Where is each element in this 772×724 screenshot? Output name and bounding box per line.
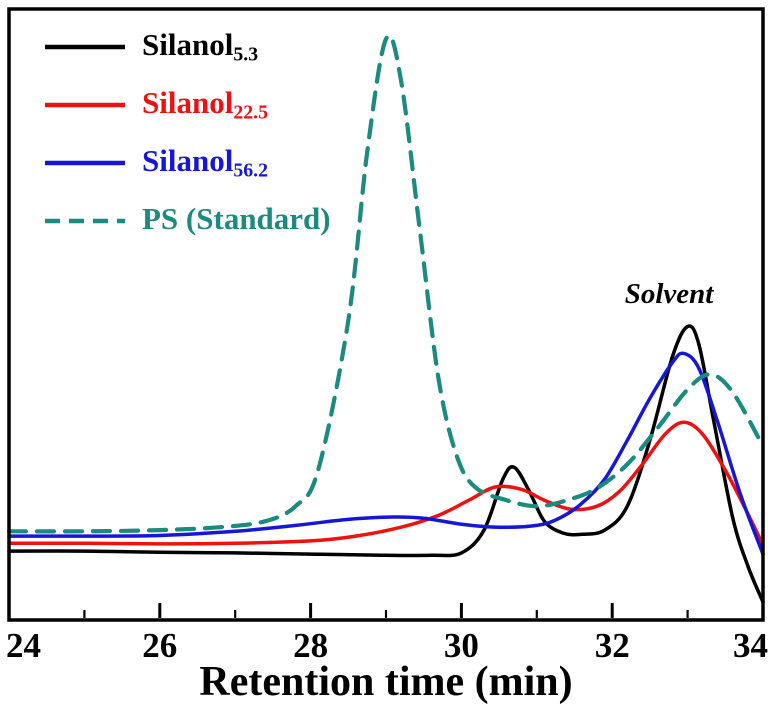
x-tick-label: 34 (733, 626, 768, 665)
series-ps-standard- (6, 33, 766, 534)
x-tick-label: 24 (6, 626, 41, 665)
x-axis-title: Retention time (min) (199, 659, 573, 705)
series-silanol-5.3 (7, 324, 765, 604)
legend-label-subscript: 22.5 (233, 101, 269, 124)
legend-label: Silanol5.3 (142, 26, 259, 66)
legend-line-swatch (45, 102, 125, 108)
x-tick-label: 26 (142, 626, 177, 665)
legend-label-subscript: 5.3 (233, 43, 259, 66)
legend-label-subscript: 56.2 (233, 159, 269, 182)
x-tick-label: 32 (595, 626, 630, 665)
legend-label: Silanol56.2 (142, 142, 269, 182)
series-silanol-56.2 (7, 351, 765, 556)
legend: Silanol5.3 Silanol22.5 Silanol56.2 PS (S… (44, 18, 331, 250)
series-silanol-22.5 (7, 420, 765, 547)
legend-label: PS (Standard) (142, 200, 331, 236)
legend-item-silanol-5.3: Silanol5.3 (44, 18, 331, 76)
legend-item-silanol-56.2: Silanol56.2 (44, 134, 331, 192)
legend-label: Silanol22.5 (142, 84, 269, 124)
legend-line-swatch (45, 44, 125, 50)
legend-item-ps-standard: PS (Standard) (44, 192, 331, 250)
x-tick-label: 28 (293, 626, 328, 665)
legend-line-swatch (45, 160, 125, 166)
legend-item-silanol-22.5: Silanol22.5 (44, 76, 331, 134)
solvent-annotation: Solvent (624, 278, 714, 310)
legend-line-swatch (45, 218, 125, 224)
x-tick-label: 30 (444, 626, 479, 665)
plot-frame (7, 7, 765, 622)
